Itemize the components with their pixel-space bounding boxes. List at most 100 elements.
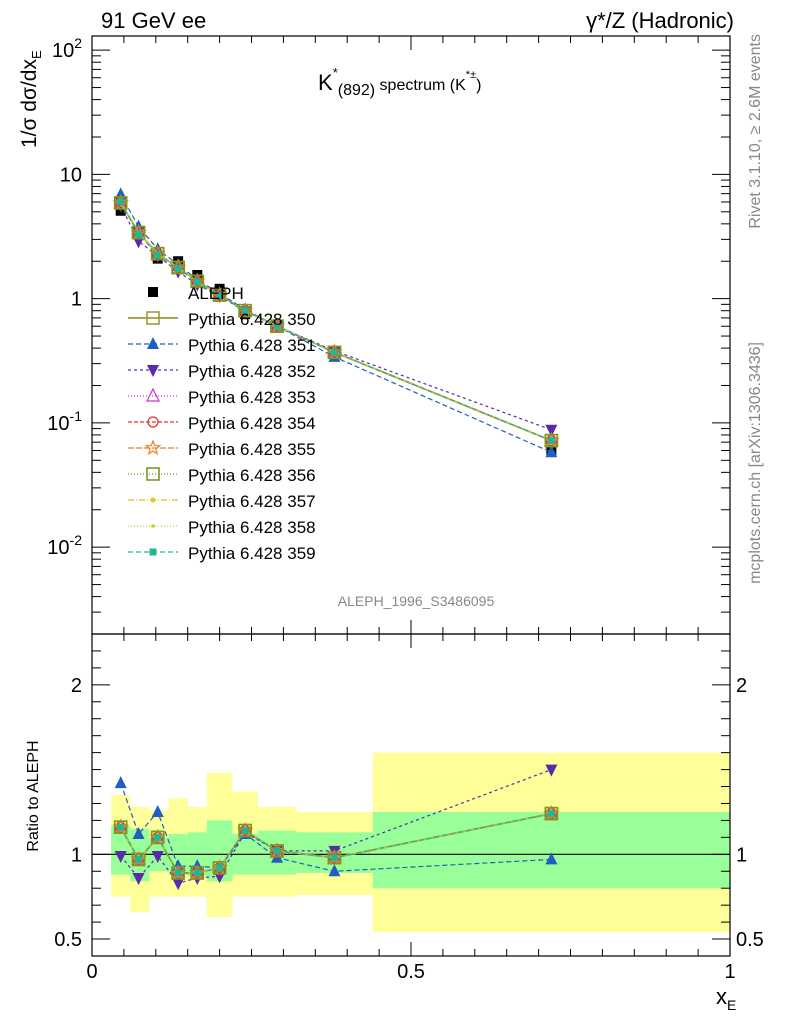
mc-series-ratio-point	[151, 804, 164, 817]
mc-series-point	[115, 197, 127, 209]
legend-marker	[144, 439, 162, 456]
mc-series-point	[174, 264, 182, 272]
legend-label: Pythia 6.428 354	[188, 414, 316, 433]
x-axis-label-main: x	[716, 984, 727, 1009]
mc-series-line	[120, 202, 552, 442]
chart-title-base: K	[318, 70, 333, 95]
legend-label: Pythia 6.428 350	[188, 310, 316, 329]
legend-label: Pythia 6.428 356	[188, 466, 316, 485]
mc-series-ratio-point	[117, 823, 125, 831]
y-tick-label-bottom-right: 0.5	[736, 929, 764, 951]
mc-series-ratio-point	[154, 833, 162, 841]
mc-series-point	[547, 437, 555, 445]
y-tick-label-top: 10-2	[47, 532, 82, 559]
mc-series-ratio-point	[273, 847, 281, 855]
mc-series-top-2	[114, 200, 558, 437]
mc-series-ratio-line	[120, 813, 552, 874]
chart-title-sup: *	[333, 65, 338, 80]
y-tick-label-bottom-right: 2	[736, 675, 747, 697]
mc-series-top-6	[113, 196, 559, 448]
y-tick-label-bottom-left: 1	[71, 844, 82, 866]
mc-series-line	[120, 202, 552, 442]
y-tick-label-exponent: -2	[70, 532, 83, 548]
legend-label: Pythia 6.428 358	[188, 518, 316, 537]
mc-series-point	[212, 288, 227, 302]
mc-series-ratio-point	[216, 864, 224, 872]
y-tick-label-exponent: 2	[74, 35, 82, 51]
mc-series-ratio-point	[114, 776, 127, 789]
mc-series-ratio-point	[151, 851, 164, 864]
y-axis-label-top-main: 1/σ dσ/dx	[18, 59, 41, 148]
mc-series-point	[154, 251, 162, 259]
mc-series-line	[120, 202, 552, 442]
mc-series-ratio-point	[545, 764, 558, 777]
mc-series-ratio-point	[132, 826, 145, 839]
mc-series-point	[271, 320, 283, 332]
mc-series-point	[241, 307, 249, 315]
mc-series-point	[330, 348, 338, 356]
mc-series-line	[120, 202, 552, 442]
legend-marker	[150, 497, 156, 503]
y-axis-label-bottom: Ratio to ALEPH	[25, 740, 42, 851]
legend-label: Pythia 6.428 355	[188, 440, 316, 459]
legend-marker	[147, 365, 159, 377]
mc-series-ratio-point	[150, 830, 165, 845]
y-tick-label-top: 1	[71, 289, 82, 311]
mc-series-ratio-point	[544, 806, 559, 821]
mc-series-point	[545, 435, 557, 447]
legend-marker	[149, 548, 157, 556]
mc-series-top-7	[118, 200, 554, 444]
mc-series-ratio-point	[327, 850, 342, 865]
legend-marker-data	[148, 287, 158, 297]
chart-title-text: spectrum (K	[375, 77, 466, 94]
y-axis-label-top-sub: E	[29, 50, 44, 59]
mc-series-line	[119, 202, 552, 442]
legend-marker	[147, 416, 159, 428]
x-tick-label: 0	[86, 961, 97, 983]
mc-series-point	[190, 274, 205, 289]
mc-series-point	[545, 445, 558, 458]
mc-series-ratio-point	[174, 869, 182, 877]
mc-series-ratio-point	[270, 844, 284, 858]
mc-series-point	[152, 248, 164, 260]
mc-series-point	[270, 319, 284, 334]
analysis-label: ALEPH_1996_S3486095	[338, 593, 495, 609]
mc-series-point	[135, 230, 143, 238]
y-tick-label-bottom-left: 2	[71, 675, 82, 697]
mc-series-top-4	[115, 197, 557, 447]
chart-title: K*(892) spectrum (K*±)	[318, 65, 481, 99]
mc-series-ratio-point	[132, 853, 145, 866]
mc-series-ratio-point	[239, 824, 251, 837]
mc-series-point	[113, 196, 128, 210]
header-left-label: 91 GeV ee	[101, 8, 206, 33]
mc-series-top-0	[113, 196, 559, 448]
mc-series-point	[273, 322, 281, 330]
x-axis-label-sub: E	[727, 997, 736, 1013]
mc-series-ratio-point	[193, 869, 201, 877]
legend-marker	[147, 337, 159, 349]
y-tick-label-top: 10	[60, 164, 82, 186]
header-right-label: γ*/Z (Hadronic)	[586, 8, 734, 33]
mc-series-ratio-point	[545, 808, 557, 820]
mc-series-point	[193, 278, 201, 286]
mc-series-point	[191, 275, 203, 287]
legend-label: Pythia 6.428 351	[188, 336, 316, 355]
y-axis-label-top: 1/σ dσ/dxE	[18, 50, 44, 148]
mc-series-ratio-point	[135, 855, 143, 863]
mc-series-line	[120, 201, 552, 442]
mc-series-ratio-point	[241, 827, 249, 835]
y-tick-label-bottom-left: 0.5	[54, 929, 82, 951]
mc-series-ratio-point	[114, 851, 127, 864]
mc-series-point	[214, 289, 226, 301]
aleph-data-series	[115, 205, 557, 456]
mc-series-ratio-point	[172, 878, 185, 891]
mc-series-line	[120, 194, 552, 453]
y-tick-label-top: 102	[52, 35, 82, 62]
side-text-upper: Rivet 3.1.10, ≥ 2.6M events	[747, 34, 764, 229]
side-text-lower: mcplots.cern.ch [arXiv:1306.3436]	[747, 342, 764, 584]
x-tick-label: 0.5	[397, 961, 425, 983]
mc-series-ratio-point	[115, 821, 127, 833]
chart-title-sub: (892)	[338, 82, 375, 99]
